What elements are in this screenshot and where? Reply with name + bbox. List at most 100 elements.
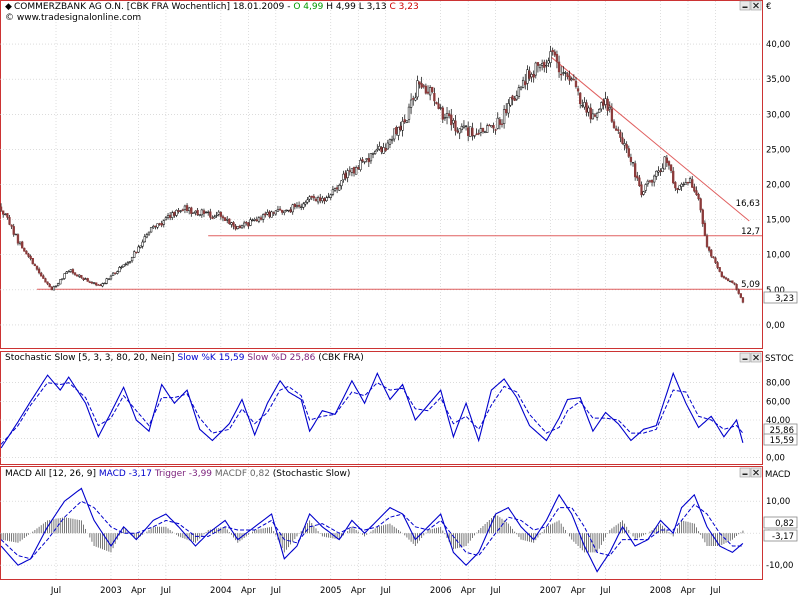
- candle-body: [143, 236, 146, 243]
- candle-body: [122, 264, 125, 267]
- candle-body: [707, 246, 711, 251]
- price-pane-title: COMMERZBANK AG O.N. [CBK FRA Wochentlich…: [14, 2, 419, 12]
- candle-body: [211, 217, 214, 219]
- candle-body: [543, 61, 546, 68]
- candle-body: [659, 170, 662, 172]
- price-title-prefix: COMMERZBANK AG O.N. [CBK FRA Wochentlich…: [14, 2, 293, 12]
- stoch-title-suffix: (CBK FRA): [315, 353, 363, 363]
- date-tick-label: Jul: [50, 586, 61, 596]
- macd-close-button[interactable]: [750, 467, 762, 478]
- candle-body: [145, 234, 149, 238]
- candle-body: [120, 266, 123, 268]
- candle-body: [268, 211, 271, 217]
- candle-body: [737, 289, 740, 294]
- candle-body: [562, 72, 565, 74]
- candle-body: [378, 145, 381, 150]
- stoch-title-prefix: Stochastic Slow [5, 3, 3, 80, 20, Nein]: [5, 353, 175, 363]
- candle-body: [540, 63, 544, 66]
- candle-body: [581, 104, 584, 107]
- candle-body: [266, 212, 269, 215]
- candle-body: [431, 86, 434, 93]
- candle-body: [564, 72, 567, 74]
- candle-body: [633, 163, 637, 178]
- candle-body: [517, 87, 521, 97]
- candle-body: [247, 222, 250, 227]
- candle-body: [281, 209, 284, 213]
- candle-body: [420, 83, 423, 88]
- candle-body: [521, 79, 525, 88]
- candle-body: [196, 209, 199, 216]
- date-tick-label: Apr: [131, 586, 146, 596]
- price-minimize-button[interactable]: [739, 0, 751, 11]
- candle-body: [0, 206, 3, 211]
- macd-minimize-button[interactable]: [739, 467, 751, 478]
- candle-body: [270, 211, 273, 218]
- date-tick-label: 2003: [100, 586, 122, 596]
- candle-body: [722, 276, 726, 279]
- candle-body: [63, 273, 66, 279]
- candle-body: [92, 282, 96, 284]
- candle-body: [276, 209, 280, 212]
- candle-body: [509, 97, 512, 106]
- candle-body: [346, 170, 349, 178]
- candle-body: [697, 194, 700, 200]
- candle-body: [46, 281, 49, 285]
- candle-body: [27, 253, 30, 257]
- candle-body: [95, 282, 98, 286]
- candle-body: [551, 49, 554, 53]
- candle-body: [483, 131, 487, 133]
- candle-body: [8, 217, 11, 225]
- stoch-close-button[interactable]: [750, 352, 762, 363]
- candle-body: [640, 184, 643, 196]
- candle-body: [426, 91, 430, 94]
- minimize-icon: [742, 6, 748, 8]
- candle-body: [56, 283, 60, 287]
- candle-body: [130, 256, 134, 262]
- candle-body: [215, 214, 218, 217]
- candle-body: [61, 278, 64, 280]
- candle-body: [710, 249, 713, 257]
- candle-body: [735, 284, 738, 290]
- price-close-button[interactable]: [750, 0, 762, 11]
- candle-body: [21, 241, 24, 249]
- candle-body: [623, 143, 626, 146]
- candle-body: [435, 101, 438, 105]
- candle-body: [680, 183, 683, 187]
- candle-body: [636, 175, 639, 179]
- price-candles: [0, 45, 745, 304]
- stoch-d-badge-text: 25,86: [770, 426, 794, 436]
- candle-body: [460, 126, 463, 131]
- candle-body: [454, 120, 457, 132]
- stoch-k-badge: 15,59: [763, 433, 798, 446]
- candle-body: [716, 262, 719, 268]
- candle-body: [10, 224, 13, 227]
- candle-body: [344, 172, 347, 179]
- candle-body: [515, 95, 518, 100]
- stochastic-lines: [0, 371, 744, 449]
- macdf-badge: 0,82: [763, 516, 798, 529]
- level-labels: 16,63 12,7 5,09: [736, 199, 760, 290]
- candle-body: [534, 62, 537, 76]
- last-price-badge-frame: [763, 291, 798, 304]
- candle-body: [462, 125, 466, 128]
- candle-body: [500, 123, 504, 125]
- candle-body: [223, 217, 227, 221]
- candle-body: [572, 79, 576, 81]
- candle-body: [363, 160, 366, 163]
- candle-body: [547, 60, 550, 64]
- candle-body: [230, 222, 233, 225]
- candle-body: [278, 208, 282, 211]
- candle-body: [726, 278, 730, 282]
- candle-body: [158, 223, 161, 225]
- candle-body: [409, 99, 413, 108]
- stoch-minimize-button[interactable]: [739, 352, 751, 363]
- candle-body: [502, 109, 506, 124]
- candle-body: [103, 282, 106, 285]
- candle-body: [128, 261, 132, 263]
- candle-body: [16, 234, 20, 244]
- date-tick-label: 2005: [320, 586, 342, 596]
- candle-body: [194, 210, 197, 213]
- candle-body: [198, 214, 201, 216]
- candle-body: [335, 187, 339, 190]
